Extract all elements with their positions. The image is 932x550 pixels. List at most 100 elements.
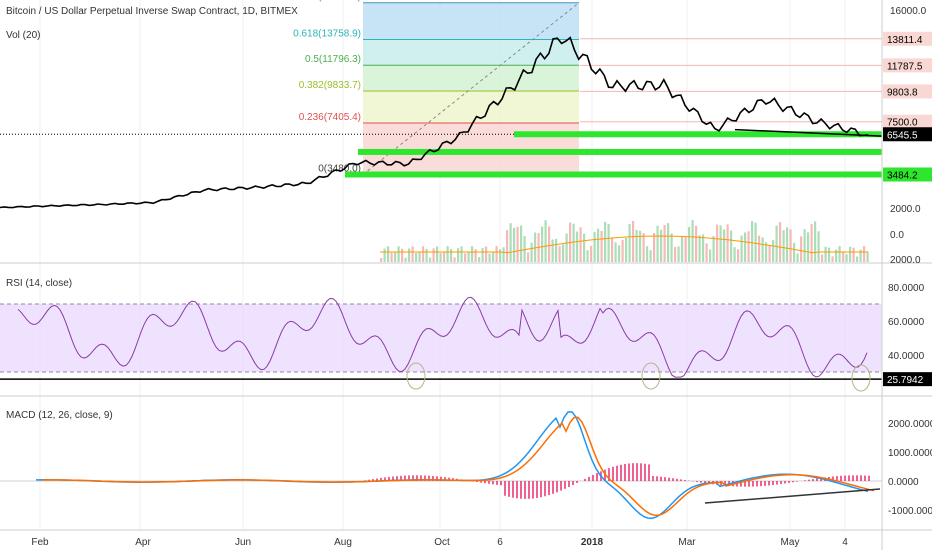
macd-histogram-bar (404, 475, 406, 481)
volume-bar (782, 230, 785, 262)
volume-bar (796, 253, 799, 262)
macd-axis-background (883, 410, 932, 528)
volume-bar (824, 246, 827, 262)
volume-bar (705, 243, 708, 262)
fib-level-label: 0.618(13758.9) (293, 28, 361, 39)
price-axis-tick: 16000.0 (890, 6, 927, 17)
support-zone-lower (345, 171, 882, 178)
volume-bar (551, 239, 554, 262)
volume-bar (523, 236, 526, 262)
macd-histogram-bar (768, 481, 770, 486)
macd-histogram-bar (424, 475, 426, 481)
time-axis-tick: Apr (135, 537, 151, 548)
macd-histogram-bar (508, 481, 510, 497)
volume-bar (852, 247, 855, 262)
volume-bar (471, 246, 474, 262)
price-label: 13811.4 (887, 35, 923, 46)
volume-bar (772, 240, 775, 262)
volume-bar (786, 227, 789, 262)
macd-histogram-bar (660, 476, 662, 481)
macd-axis-tick: 2000.0000 (888, 419, 932, 430)
macd-histogram-bar (420, 475, 422, 481)
volume-bar (632, 220, 635, 262)
volume-bar (695, 225, 698, 262)
rsi-axis-tick: 40.0000 (888, 351, 925, 362)
volume-bar (411, 246, 414, 262)
macd-histogram-bar (488, 481, 490, 484)
volume-bar (656, 225, 659, 262)
price-label: 11787.5 (887, 61, 923, 72)
rsi-oversold-marker (851, 364, 871, 392)
macd-histogram-bar (680, 479, 682, 481)
volume-bar (856, 256, 859, 262)
volume-bar (779, 222, 782, 262)
volume-bar (863, 246, 866, 262)
macd-histogram-bar (368, 479, 370, 481)
macd-histogram-bar (428, 475, 430, 481)
macd-histogram-bar (644, 463, 646, 481)
macd-histogram-bar (504, 481, 506, 496)
macd-histogram-bar (500, 481, 502, 486)
time-axis-tick: May (781, 537, 800, 548)
volume-bar (555, 238, 558, 262)
macd-histogram-bar (744, 481, 746, 487)
macd-histogram-bar (804, 480, 806, 481)
fib-level-label: 0.382(9833.7) (299, 80, 361, 91)
volume-bar (803, 229, 806, 262)
macd-histogram-bar (396, 476, 398, 481)
volume-bar (751, 221, 754, 262)
macd-histogram-bar (492, 481, 494, 485)
volume-bar (509, 223, 512, 262)
macd-histogram-bar (628, 463, 630, 481)
macd-trendline (704, 488, 881, 504)
macd-histogram-bar (604, 469, 606, 481)
volume-bar (702, 234, 705, 262)
macd-histogram-bar (856, 475, 858, 481)
macd-histogram-bar (816, 478, 818, 481)
rsi-axis-tick: 60.0000 (888, 317, 925, 328)
macd-line (36, 411, 869, 519)
volume-bar (583, 233, 586, 262)
price-axis-tick: 2000.0 (890, 255, 921, 266)
macd-axis-tick: 1000.0000 (888, 448, 932, 459)
volume-bar (502, 247, 505, 262)
macd-histogram-bar (416, 475, 418, 481)
volume-bar (744, 232, 747, 262)
macd-histogram-bar (440, 476, 442, 481)
macd-histogram-bar (792, 481, 794, 483)
macd-histogram-bar (584, 478, 586, 481)
macd-histogram-bar (612, 466, 614, 481)
volume-bar (481, 248, 484, 262)
macd-histogram-bar (548, 481, 550, 496)
volume-bar (754, 222, 757, 262)
macd-histogram-bar (640, 463, 642, 481)
volume-bar (625, 237, 628, 262)
price-label: 3484.2 (887, 170, 918, 181)
volume-bar (660, 229, 663, 262)
macd-histogram-bar (616, 465, 618, 481)
rsi-line (17, 296, 868, 378)
macd-histogram-bar (568, 481, 570, 487)
time-axis-tick: Aug (334, 537, 352, 548)
volume-bar (621, 239, 624, 262)
volume-bar (709, 249, 712, 262)
macd-histogram-bar (528, 481, 530, 499)
rsi-title: RSI (14, close) (6, 278, 72, 289)
volume-bar (740, 235, 743, 262)
macd-histogram-bar (536, 481, 538, 498)
macd-histogram-bar (624, 463, 626, 481)
rsi-oversold-marker (641, 362, 661, 390)
volume-bar (530, 242, 533, 262)
volume-bar (548, 226, 551, 262)
volume-bar (586, 250, 589, 262)
price-axis-tick: 2000.0 (890, 204, 921, 215)
macd-histogram-bar (520, 481, 522, 499)
macd-histogram-bar (648, 464, 650, 481)
volume-bar (831, 256, 834, 262)
price-label-box (883, 58, 932, 73)
macd-histogram-bar (480, 481, 482, 483)
volume-bar (810, 223, 813, 262)
macd-histogram-bar (868, 475, 870, 481)
support-zone-upper (514, 131, 882, 138)
volume-bar (457, 248, 460, 262)
